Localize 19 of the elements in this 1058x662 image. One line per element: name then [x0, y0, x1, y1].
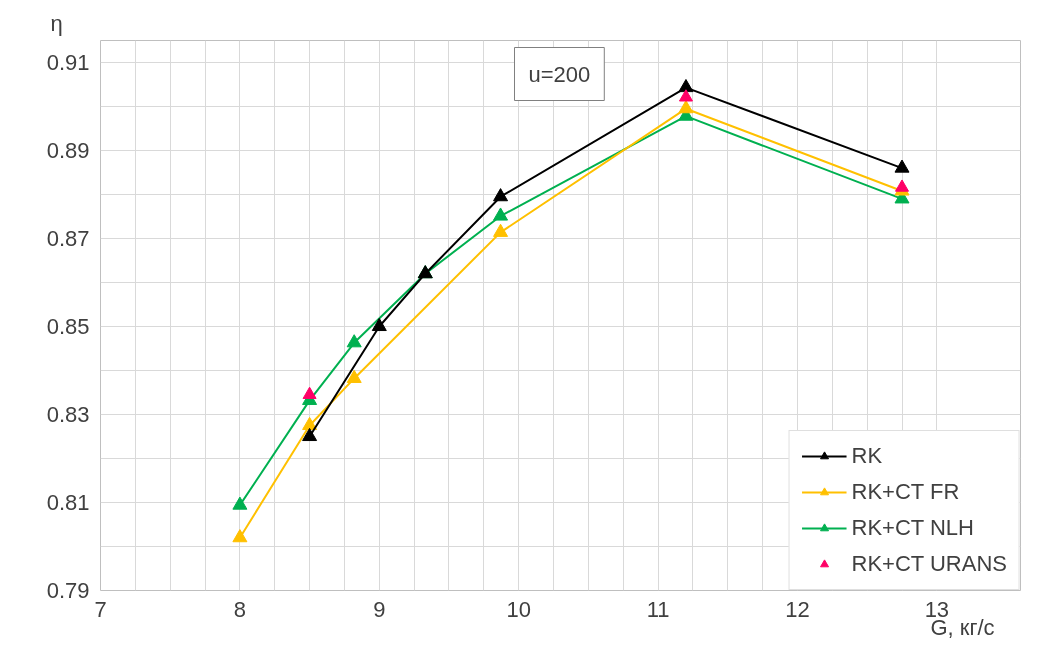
- x-tick-label: 9: [373, 596, 386, 622]
- y-tick-label: 0.91: [46, 50, 90, 75]
- y-tick-label: 0.87: [46, 226, 90, 251]
- x-tick-label: 8: [233, 596, 247, 622]
- x-tick-label: 11: [646, 596, 670, 622]
- y-tick-label: 0.83: [46, 402, 90, 427]
- annotation: u=200: [528, 61, 591, 87]
- y-axis-title: η: [50, 10, 63, 36]
- legend-label: RK+CT URANS: [851, 551, 1007, 577]
- y-tick-label: 0.79: [46, 578, 90, 603]
- legend-label: RK+CT NLH: [851, 515, 974, 541]
- y-tick-label: 0.81: [46, 490, 90, 515]
- x-tick-label: 10: [506, 596, 531, 622]
- legend-label: RK: [851, 443, 883, 469]
- legend-label: RK+CT FR: [851, 479, 960, 505]
- x-tick-label: 12: [785, 596, 810, 622]
- x-tick-label: 7: [94, 596, 107, 622]
- y-tick-label: 0.85: [46, 314, 90, 339]
- y-tick-label: 0.89: [46, 138, 90, 163]
